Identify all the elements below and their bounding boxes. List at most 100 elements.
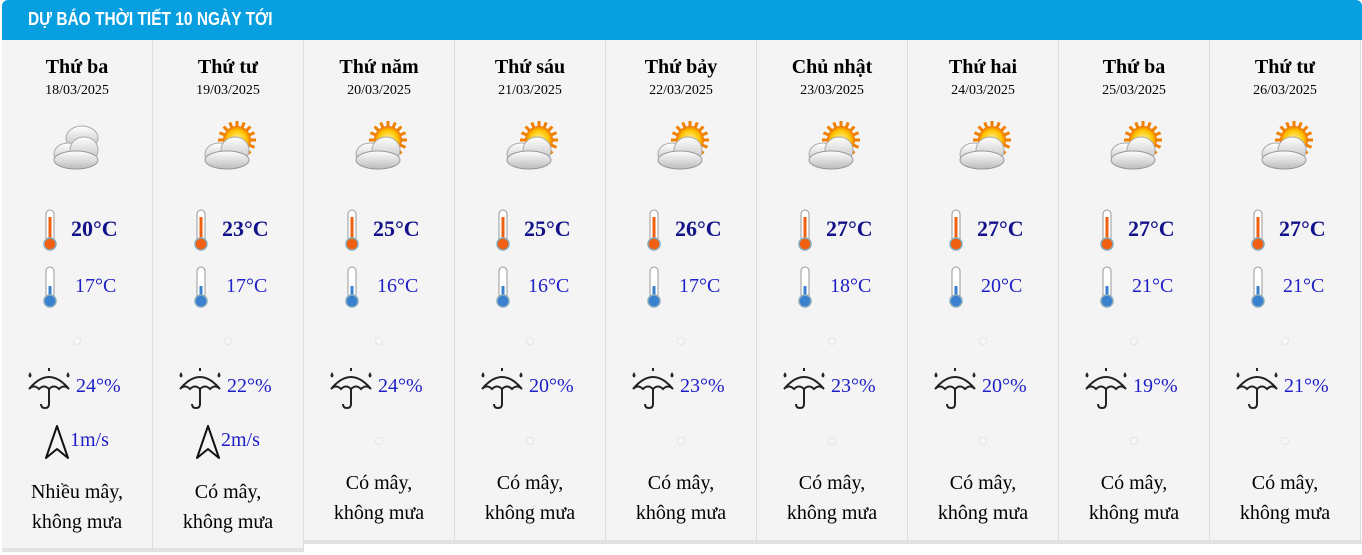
placeholder-dot-icon — [375, 337, 383, 345]
placeholder-dot-icon — [677, 337, 685, 345]
thermometer-hot-icon — [42, 209, 58, 251]
description-line-1: Có mây, — [194, 481, 262, 503]
thermometer-hot-icon — [948, 209, 964, 251]
thermometer-hot-icon — [797, 209, 813, 251]
wind-speed: 2m/s — [221, 429, 260, 451]
weather-description: Có mây, không mưa — [153, 477, 303, 537]
day-column: Chủ nhật 23/03/2025 27°C 18°C 23°% Có mâ… — [757, 40, 908, 542]
umbrella-icon — [1234, 367, 1280, 410]
description-line-1: Có mây, — [345, 472, 413, 494]
day-column: Thứ hai 24/03/2025 27°C 20°C 20°% Có mây… — [908, 40, 1059, 542]
day-column: Thứ bảy 22/03/2025 26°C 17°C 23°% Có mây… — [606, 40, 757, 542]
thermometer-cold-icon — [797, 266, 813, 308]
thermometer-hot-icon — [193, 209, 209, 251]
description-line-2: không mưa — [786, 502, 878, 524]
description-line-1: Có mây, — [1251, 472, 1319, 494]
high-temperature: 27°C — [1128, 216, 1175, 241]
partly-cloudy-icon — [1254, 118, 1316, 174]
placeholder-dot-icon — [526, 437, 534, 445]
rain-probability: 24°% — [378, 375, 423, 397]
low-temperature: 21°C — [1283, 275, 1325, 297]
placeholder-dot-icon — [73, 337, 81, 345]
description-line-2: không mưa — [484, 502, 576, 524]
umbrella-icon — [1083, 367, 1129, 410]
low-temperature: 16°C — [377, 275, 419, 297]
umbrella-icon — [630, 367, 676, 410]
description-line-2: không mưa — [1239, 502, 1331, 524]
high-temperature: 27°C — [826, 216, 873, 241]
day-date: 23/03/2025 — [800, 83, 864, 98]
day-name: Thứ ba — [45, 56, 109, 78]
day-column: Thứ tư 26/03/2025 27°C 21°C 21°% Có mây,… — [1210, 40, 1361, 542]
day-date: 21/03/2025 — [498, 83, 562, 98]
day-name: Thứ sáu — [494, 56, 566, 78]
umbrella-icon — [932, 367, 978, 410]
placeholder-dot-icon — [1130, 337, 1138, 345]
description-line-1: Có mây, — [496, 472, 564, 494]
wind-direction-arrow-icon — [44, 424, 70, 460]
thermometer-hot-icon — [344, 209, 360, 251]
day-date: 22/03/2025 — [649, 83, 713, 98]
thermometer-cold-icon — [646, 266, 662, 308]
placeholder-dot-icon — [828, 337, 836, 345]
day-column: Thứ sáu 21/03/2025 25°C 16°C 20°% Có mây… — [455, 40, 606, 542]
day-column: Thứ tư 19/03/2025 23°C 17°C 22°% 2m/s Có… — [153, 40, 304, 550]
weather-description: Có mây, không mưa — [606, 468, 756, 528]
partly-cloudy-icon — [952, 118, 1014, 174]
day-name: Thứ tư — [1254, 56, 1316, 78]
high-temperature: 23°C — [222, 216, 269, 241]
low-temperature: 17°C — [226, 275, 268, 297]
high-temperature: 26°C — [675, 216, 722, 241]
high-temperature: 20°C — [71, 216, 118, 241]
placeholder-dot-icon — [828, 437, 836, 445]
thermometer-cold-icon — [495, 266, 511, 308]
forecast-header: DỰ BÁO THỜI TIẾT 10 NGÀY TỚI — [2, 0, 1362, 40]
description-line-2: không mưa — [333, 502, 425, 524]
day-name: Thứ hai — [948, 56, 1018, 78]
low-temperature: 21°C — [1132, 275, 1174, 297]
day-name: Chủ nhật — [791, 56, 873, 78]
day-date: 26/03/2025 — [1253, 83, 1317, 98]
bottom-border — [304, 540, 1362, 544]
partly-cloudy-icon — [1103, 118, 1165, 174]
description-line-2: không mưa — [31, 511, 123, 533]
weather-description: Có mây, không mưa — [908, 468, 1058, 528]
weather-description: Có mây, không mưa — [304, 468, 454, 528]
low-temperature: 17°C — [679, 275, 721, 297]
thermometer-hot-icon — [1250, 209, 1266, 251]
placeholder-dot-icon — [1281, 437, 1289, 445]
rain-probability: 21°% — [1284, 375, 1329, 397]
thermometer-cold-icon — [1099, 266, 1115, 308]
weather-description: Có mây, không mưa — [455, 468, 605, 528]
thermometer-cold-icon — [1250, 266, 1266, 308]
low-temperature: 16°C — [528, 275, 570, 297]
day-column: Thứ ba 25/03/2025 27°C 21°C 19°% Có mây,… — [1059, 40, 1210, 542]
low-temperature: 17°C — [75, 275, 117, 297]
partly-cloudy-icon — [499, 118, 561, 174]
day-column: Thứ ba 18/03/2025 20°C 17°C 24°% 1m/s Nh… — [2, 40, 153, 550]
rain-probability: 20°% — [529, 375, 574, 397]
wind-speed: 1m/s — [70, 429, 109, 451]
partly-cloudy-icon — [801, 118, 863, 174]
description-line-1: Nhiều mây, — [30, 481, 123, 503]
bottom-border — [2, 548, 304, 552]
rain-probability: 24°% — [76, 375, 121, 397]
partly-cloudy-icon — [348, 118, 410, 174]
placeholder-dot-icon — [526, 337, 534, 345]
thermometer-hot-icon — [495, 209, 511, 251]
description-line-1: Có mây, — [949, 472, 1017, 494]
thermometer-hot-icon — [1099, 209, 1115, 251]
thermometer-cold-icon — [193, 266, 209, 308]
description-line-2: không mưa — [937, 502, 1029, 524]
description-line-1: Có mây, — [1100, 472, 1168, 494]
high-temperature: 25°C — [524, 216, 571, 241]
partly-cloudy-icon — [650, 118, 712, 174]
umbrella-icon — [177, 367, 223, 410]
rain-probability: 22°% — [227, 375, 272, 397]
weather-description: Có mây, không mưa — [1059, 468, 1209, 528]
placeholder-dot-icon — [1281, 337, 1289, 345]
rain-probability: 20°% — [982, 375, 1027, 397]
umbrella-icon — [26, 367, 72, 410]
wind-direction-arrow-icon — [195, 424, 221, 460]
